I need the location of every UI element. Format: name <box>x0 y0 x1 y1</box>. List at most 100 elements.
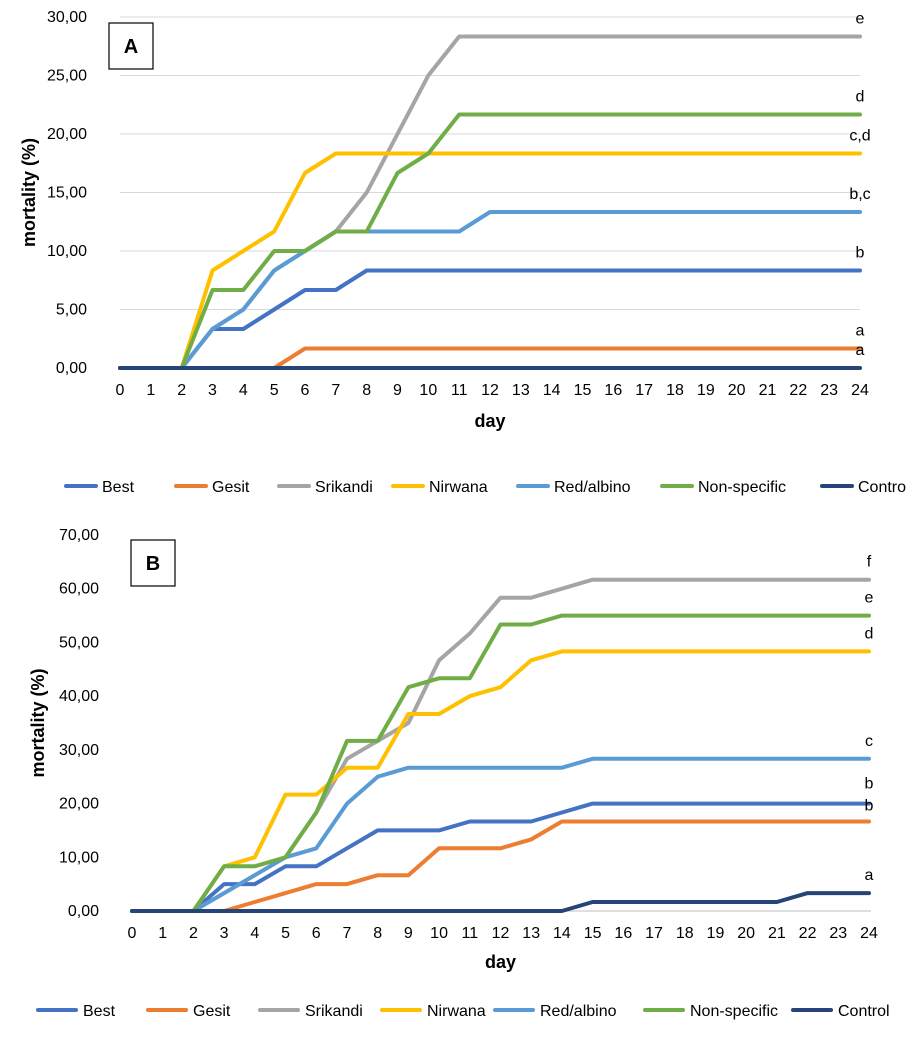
x-tick-label: 5 <box>270 382 279 399</box>
series-line-best <box>130 801 871 913</box>
y-tick-label: 5,00 <box>56 302 87 319</box>
x-tick-label: 13 <box>512 382 530 399</box>
series-line-non-specific <box>118 112 862 370</box>
series-line-gesit <box>130 819 871 913</box>
significance-label: b <box>865 798 874 815</box>
legend: Best Gesit Srikandi Nirwana Red/albino Non-sp… <box>36 1003 890 1020</box>
x-tick-label: 17 <box>645 925 663 942</box>
x-tick-label: 24 <box>851 382 869 399</box>
x-tick-label: 12 <box>481 382 499 399</box>
y-tick-label: 70,00 <box>59 527 99 544</box>
series-line-non-specific <box>130 613 871 913</box>
legend-label: Srikandi <box>315 479 373 496</box>
y-tick-label: 30,00 <box>47 9 87 26</box>
x-tick-label: 7 <box>331 382 340 399</box>
legend-label: Best <box>102 479 135 496</box>
x-tick-label: 19 <box>697 382 715 399</box>
x-tick-label: 4 <box>239 382 248 399</box>
x-tick-label: 12 <box>492 925 510 942</box>
x-tick-label: 13 <box>522 925 540 942</box>
x-tick-label: 8 <box>362 382 371 399</box>
significance-label: e <box>865 590 874 607</box>
legend-label: Gesit <box>193 1003 231 1020</box>
x-tick-label: 9 <box>393 382 402 399</box>
legend-label: Nirwana <box>427 1003 486 1020</box>
x-tick-label: 8 <box>373 925 382 942</box>
x-tick-label: 6 <box>301 382 310 399</box>
x-tick-label: 19 <box>707 925 725 942</box>
x-tick-label: 14 <box>543 382 561 399</box>
y-tick-label: 10,00 <box>59 849 99 866</box>
y-tick-label: 60,00 <box>59 581 99 598</box>
x-tick-label: 0 <box>116 382 125 399</box>
y-tick-label: 30,00 <box>59 742 99 759</box>
significance-label: a <box>856 322 865 339</box>
significance-label: f <box>867 554 872 571</box>
significance-label: b <box>865 775 874 792</box>
significance-label: b,c <box>849 186 870 203</box>
x-tick-label: 15 <box>584 925 602 942</box>
y-tick-label: 10,00 <box>47 243 87 260</box>
x-tick-label: 6 <box>312 925 321 942</box>
x-tick-label: 22 <box>789 382 807 399</box>
significance-label: e <box>856 11 865 28</box>
x-tick-label: 4 <box>250 925 259 942</box>
x-tick-label: 21 <box>759 382 777 399</box>
significance-label: c <box>865 733 873 750</box>
x-tick-label: 14 <box>553 925 571 942</box>
panel-label-box <box>130 539 176 587</box>
x-tick-label: 11 <box>461 925 478 942</box>
y-tick-label: 0,00 <box>68 903 99 920</box>
y-tick-label: 20,00 <box>59 796 99 813</box>
x-tick-label: 20 <box>728 382 746 399</box>
x-axis-title: day <box>474 411 505 431</box>
x-tick-label: 2 <box>189 925 198 942</box>
significance-label: d <box>856 88 865 105</box>
significance-label: a <box>865 867 874 884</box>
x-tick-label: 10 <box>430 925 448 942</box>
legend-label: Non-specific <box>690 1003 778 1020</box>
x-tick-label: 22 <box>799 925 817 942</box>
series-line-best <box>118 268 862 370</box>
chart-panel-b: 0,00 10,00 20,00 30,00 40,00 50,00 60,00 70,00 0… <box>28 527 890 1020</box>
y-tick-label: 25,00 <box>47 68 87 85</box>
x-tick-label: 7 <box>343 925 352 942</box>
x-tick-label: 9 <box>404 925 413 942</box>
x-tick-label: 2 <box>177 382 186 399</box>
x-tick-label: 11 <box>451 382 468 399</box>
x-tick-label: 23 <box>820 382 838 399</box>
legend-label: Red/albino <box>540 1003 617 1020</box>
legend-label: Best <box>83 1003 116 1020</box>
x-tick-label: 23 <box>829 925 847 942</box>
series-line-red-albino <box>118 210 862 370</box>
y-tick-label: 0,00 <box>56 360 87 377</box>
significance-label: d <box>865 625 874 642</box>
y-axis-title: mortality (%) <box>28 668 48 777</box>
x-tick-label: 21 <box>768 925 786 942</box>
legend-label: Red/albino <box>554 479 631 496</box>
x-tick-label: 3 <box>208 382 217 399</box>
x-tick-label: 1 <box>158 925 167 942</box>
x-tick-label: 24 <box>860 925 878 942</box>
series-line-control <box>130 891 871 913</box>
series-line-gesit <box>118 346 862 370</box>
legend-label: Nirwana <box>429 479 488 496</box>
legend: Best Gesit Srikandi Nirwana Red/albino Non-sp… <box>64 479 907 496</box>
series-line-red-albino <box>130 756 871 913</box>
y-axis-title: mortality (%) <box>19 138 39 247</box>
x-tick-label: 16 <box>604 382 622 399</box>
significance-label: a <box>856 342 865 359</box>
x-tick-label: 3 <box>220 925 229 942</box>
panel-label: A <box>124 36 138 58</box>
legend-label: Non-specific <box>698 479 786 496</box>
x-tick-label: 0 <box>128 925 137 942</box>
x-tick-label: 16 <box>614 925 632 942</box>
y-tick-label: 40,00 <box>59 688 99 705</box>
series-line-nirwana <box>130 649 871 913</box>
significance-label: b <box>856 245 865 262</box>
legend-label: Control <box>858 479 907 496</box>
panel-label: B <box>146 553 160 575</box>
panel-label-box <box>108 22 154 70</box>
series-line-nirwana <box>118 151 862 370</box>
